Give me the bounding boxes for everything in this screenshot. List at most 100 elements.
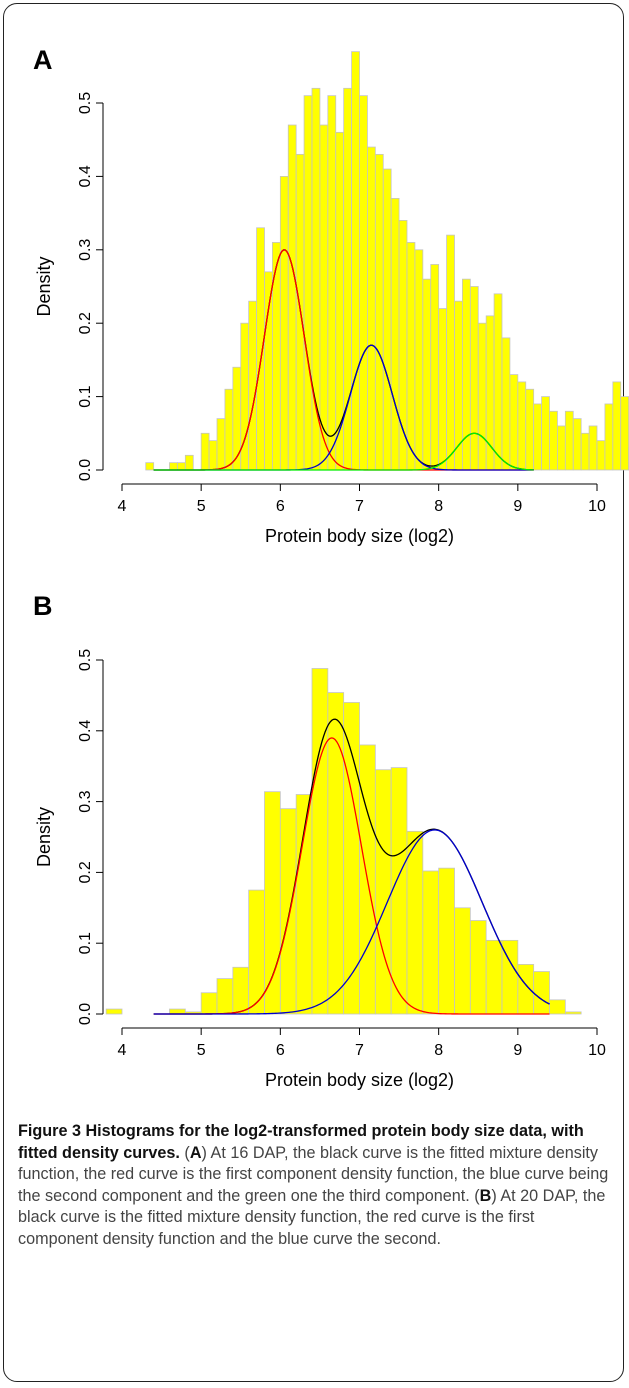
histogram-bar (169, 1008, 186, 1015)
x-tick-label: 8 (434, 1042, 443, 1059)
histogram-bar (200, 992, 218, 1015)
y-tick-label: 0.5 (77, 92, 94, 114)
caption-b-label: B (479, 1186, 492, 1205)
histogram-bar (469, 286, 479, 471)
histogram-bar (264, 791, 281, 1015)
y-tick-label: 0.4 (77, 720, 94, 742)
histogram-bar (414, 249, 424, 471)
x-tick-label: 7 (355, 1042, 364, 1059)
histogram-bar (485, 315, 495, 471)
histogram-bar (406, 242, 416, 471)
histogram-bar (462, 278, 471, 471)
histogram-bar (248, 300, 257, 471)
panel-label: A (33, 45, 53, 75)
histogram-bar (525, 388, 535, 471)
caption-b-text: ) At 20 DAP, the black curve is the fitt… (18, 1186, 606, 1248)
panel-label: B (33, 591, 53, 621)
histogram-panel-a: A 4 5 6 7 8 9 10 Protein body size (log2) 0.0 0.1 0… (33, 45, 629, 546)
histogram-bar (596, 440, 606, 471)
histogram-bar (477, 322, 487, 471)
x-tick-label: 5 (197, 1042, 206, 1059)
histogram-bar (208, 440, 218, 471)
histogram-panel-b: B 4 5 6 7 8 9 10 Protein body size (log2) 0.0 0.1 0… (33, 591, 606, 1090)
x-tick-label: 6 (276, 1042, 285, 1059)
histogram-bar (438, 308, 447, 471)
histogram-bar (177, 462, 186, 471)
histogram-bar (303, 95, 313, 471)
histogram-bar (438, 867, 455, 1015)
histogram-bar (588, 425, 598, 471)
histogram-bar (359, 95, 368, 471)
histogram-bar (446, 234, 455, 471)
histogram-bar (224, 388, 234, 471)
histogram-bar (287, 124, 297, 471)
histogram-bar (256, 227, 265, 471)
y-tick-label: 0.1 (77, 932, 94, 954)
caption-a-text: ) At 16 DAP, the black curve is the fitt… (18, 1143, 609, 1205)
x-tick-label: 10 (588, 1042, 606, 1059)
x-tick-label: 7 (355, 498, 364, 515)
histogram-bar (501, 337, 511, 471)
density-curve (153, 829, 550, 1015)
x-tick-label: 4 (118, 498, 127, 515)
histogram-bar (541, 396, 550, 471)
x-axis-label: Protein body size (log2) (265, 526, 454, 546)
histogram-bar (469, 920, 487, 1015)
x-tick-label: 5 (197, 498, 206, 515)
histogram-bar (319, 124, 329, 471)
histogram-bar (406, 830, 424, 1015)
y-axis-label: Density (34, 807, 54, 867)
histogram-bar (533, 971, 550, 1015)
histogram-bar (398, 220, 408, 471)
figure-caption: Figure 3 Histograms for the log2-transfo… (18, 1121, 613, 1250)
histogram-bar (564, 1011, 582, 1015)
histogram-bar (264, 271, 273, 471)
histogram-bar (430, 264, 440, 471)
histogram-bar (533, 403, 542, 471)
x-tick-label: 4 (118, 1042, 127, 1059)
histogram-bar (564, 410, 574, 471)
histogram-bar (390, 198, 400, 471)
histogram-bar (184, 454, 194, 471)
histogram-bar (343, 702, 360, 1015)
figure-frame (3, 3, 624, 1382)
histogram-bar (620, 396, 629, 471)
y-tick-label: 0.0 (77, 1003, 94, 1025)
histogram-bar (374, 153, 384, 471)
histogram-bar (279, 175, 289, 471)
y-tick-label: 0.5 (77, 649, 94, 671)
histogram-bar (612, 381, 622, 471)
histogram-bar (390, 767, 408, 1015)
histogram-bar (311, 668, 329, 1015)
histogram-bar (327, 95, 337, 471)
x-tick-label: 6 (276, 498, 285, 515)
histogram-bar (517, 381, 527, 471)
histogram-bar (232, 966, 250, 1015)
histogram-bar (549, 999, 566, 1015)
histogram-bar (422, 870, 440, 1015)
y-tick-label: 0.4 (77, 165, 94, 187)
y-tick-label: 0.3 (77, 239, 94, 261)
y-tick-label: 0.3 (77, 790, 94, 812)
y-tick-label: 0.2 (77, 861, 94, 883)
y-tick-label: 0.0 (77, 459, 94, 481)
caption-a-label: A (189, 1143, 202, 1162)
histogram-bar (572, 418, 582, 471)
histogram-bar (105, 1008, 123, 1015)
histogram-bar (557, 425, 566, 471)
histogram-bar (216, 418, 226, 471)
x-tick-label: 9 (513, 498, 522, 515)
histogram-bar (493, 293, 503, 471)
y-axis-label: Density (34, 256, 54, 316)
caption-a-open: ( (179, 1143, 190, 1162)
histogram-bar (485, 939, 503, 1015)
histogram-bar (422, 278, 432, 471)
x-tick-label: 10 (588, 498, 606, 515)
histogram-bar (279, 808, 297, 1015)
histogram-bar (517, 964, 535, 1015)
histogram-bar (549, 410, 558, 471)
histogram-bar (604, 403, 614, 471)
caption-title: Figure 3 Histograms for the log2-transfo… (18, 1122, 584, 1162)
histogram-bar (454, 907, 471, 1015)
histogram-bar (351, 51, 360, 471)
